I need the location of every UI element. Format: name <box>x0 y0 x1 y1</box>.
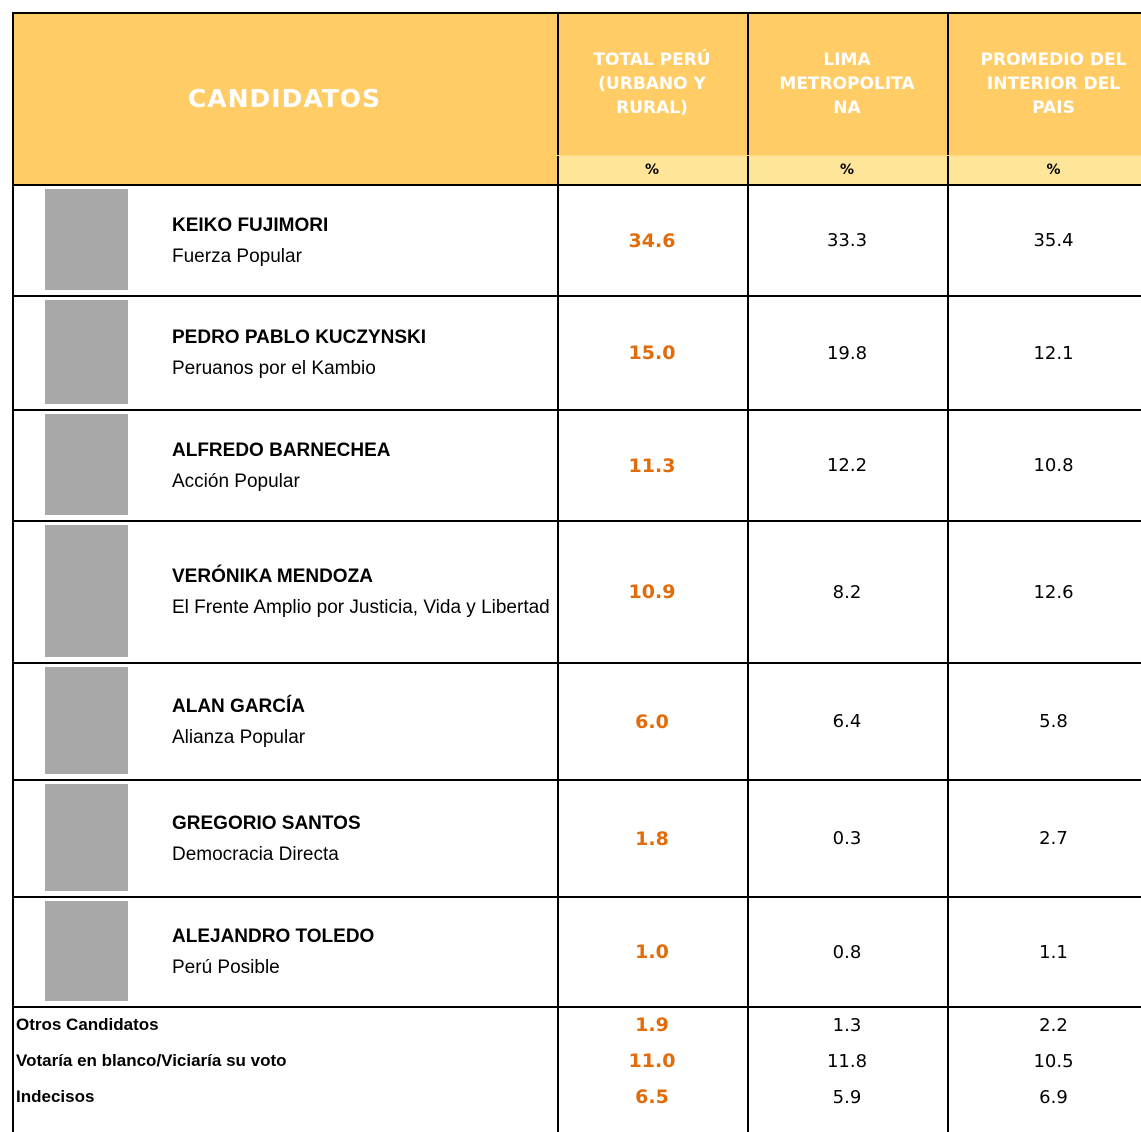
unit-divider <box>557 155 1141 156</box>
row-label: Indecisos <box>16 1079 94 1115</box>
column-header-line: PROMEDIO DEL <box>981 48 1127 72</box>
value-cell: 10.8 <box>947 410 1141 521</box>
column-border <box>747 12 749 1132</box>
candidate-photo <box>45 901 128 1001</box>
column-header-line: LIMA <box>823 48 870 72</box>
candidate-party: Democracia Directa <box>172 839 557 870</box>
value-cell: 34.6 <box>557 185 747 296</box>
column-header-line: METROPOLITA <box>779 72 914 96</box>
top-border <box>12 12 1141 14</box>
candidate-photo <box>45 300 128 404</box>
value-cell: 0.8 <box>747 897 947 1007</box>
column-unit: % <box>747 155 947 185</box>
value-cell: 11.8 <box>747 1043 947 1079</box>
header-border <box>12 184 1141 186</box>
candidate-name: PEDRO PABLO KUCZYNSKI <box>172 322 557 353</box>
value-cell: 19.8 <box>747 296 947 410</box>
column-header-line: NA <box>833 96 860 120</box>
value-cell: 10.5 <box>947 1043 1141 1079</box>
value-cell: 10.9 <box>557 521 747 663</box>
candidate-party: Perú Posible <box>172 952 557 983</box>
value-cell: 5.8 <box>947 663 1141 780</box>
candidate-name: KEIKO FUJIMORI <box>172 210 557 241</box>
candidate-party: Fuerza Popular <box>172 241 557 272</box>
value-cell: 15.0 <box>557 296 747 410</box>
value-cell: 1.1 <box>947 897 1141 1007</box>
column-header-line: (URBANO Y <box>598 72 706 96</box>
value-cell: 1.0 <box>557 897 747 1007</box>
candidate-party: Acción Popular <box>172 466 557 497</box>
candidate-photo <box>45 189 128 290</box>
candidate-photo <box>45 525 128 657</box>
column-header-line: INTERIOR DEL <box>987 72 1120 96</box>
candidate-photo <box>45 667 128 774</box>
candidate-name: GREGORIO SANTOS <box>172 808 557 839</box>
column-header-line: TOTAL PERÚ <box>593 48 710 72</box>
column-header-line: PAIS <box>1032 96 1075 120</box>
value-cell: 12.6 <box>947 521 1141 663</box>
candidate-party: El Frente Amplio por Justicia, Vida y Li… <box>172 592 557 623</box>
candidate-party: Peruanos por el Kambio <box>172 353 557 384</box>
value-cell: 6.9 <box>947 1079 1141 1115</box>
value-cell: 6.4 <box>747 663 947 780</box>
row-label: Votaría en blanco/Viciaría su voto <box>16 1043 287 1079</box>
column-unit: % <box>947 155 1141 185</box>
value-cell: 11.0 <box>557 1043 747 1079</box>
candidate-party: Alianza Popular <box>172 722 557 753</box>
candidate-photo <box>45 784 128 891</box>
value-cell: 6.5 <box>557 1079 747 1115</box>
value-cell: 1.8 <box>557 780 747 897</box>
value-cell: 1.9 <box>557 1007 747 1043</box>
value-cell: 5.9 <box>747 1079 947 1115</box>
value-cell: 8.2 <box>747 521 947 663</box>
candidate-name: ALAN GARCÍA <box>172 691 557 722</box>
page: CANDIDATOSTOTAL PERÚ(URBANO YRURAL)%LIMA… <box>0 0 1141 1132</box>
value-cell: 2.2 <box>947 1007 1141 1043</box>
value-cell: 0.3 <box>747 780 947 897</box>
candidate-name: ALEJANDRO TOLEDO <box>172 921 557 952</box>
row-label: Otros Candidatos <box>16 1007 159 1043</box>
column-border <box>947 12 949 1132</box>
column-unit: % <box>557 155 747 185</box>
value-cell: 11.3 <box>557 410 747 521</box>
candidate-name: VERÓNIKA MENDOZA <box>172 561 557 592</box>
value-cell: 6.0 <box>557 663 747 780</box>
value-cell: 1.3 <box>747 1007 947 1043</box>
candidate-photo <box>45 414 128 515</box>
value-cell: 35.4 <box>947 185 1141 296</box>
value-cell: 12.2 <box>747 410 947 521</box>
candidate-name: ALFREDO BARNECHEA <box>172 435 557 466</box>
header-title: CANDIDATOS <box>188 84 381 113</box>
value-cell: 2.7 <box>947 780 1141 897</box>
column-header-line: RURAL) <box>616 96 688 120</box>
header-cell: CANDIDATOS <box>12 12 557 185</box>
column-border <box>12 12 14 1132</box>
value-cell: 12.1 <box>947 296 1141 410</box>
column-border <box>557 12 559 1132</box>
value-cell: 33.3 <box>747 185 947 296</box>
